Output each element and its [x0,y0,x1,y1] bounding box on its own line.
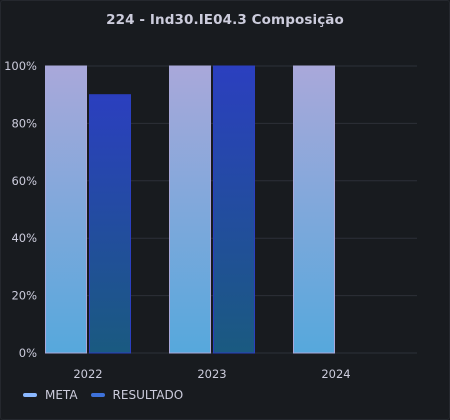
legend: META RESULTADO [23,388,196,402]
y-tick-label: 0% [19,346,37,360]
panel-title: 224 - Ind30.IE04.3 Composição [106,12,344,28]
bar-meta-2023[interactable] [169,65,211,354]
x-axis-ticks: 2022 2023 2024 [73,367,350,381]
bars [45,65,335,354]
legend-swatch [23,393,37,397]
x-tick-label: 2022 [73,367,102,381]
y-axis-ticks: 0% 20% 40% 60% 80% 100% [4,59,37,360]
x-tick-label: 2024 [321,367,350,381]
legend-item-resultado[interactable]: RESULTADO [90,388,184,402]
y-tick-label: 20% [11,289,37,303]
legend-label: RESULTADO [112,388,184,402]
y-tick-label: 40% [11,231,37,245]
y-tick-label: 80% [11,116,37,130]
legend-swatch [90,393,105,397]
bar-meta-2024[interactable] [293,65,335,354]
bar-resultado-2023[interactable] [213,65,255,354]
y-tick-label: 100% [4,59,37,73]
legend-label: META [45,388,78,402]
legend-item-meta[interactable]: META [23,388,78,402]
bar-meta-2022[interactable] [45,65,87,354]
y-tick-label: 60% [11,174,37,188]
bar-resultado-2022[interactable] [89,94,131,354]
x-tick-label: 2023 [197,367,226,381]
